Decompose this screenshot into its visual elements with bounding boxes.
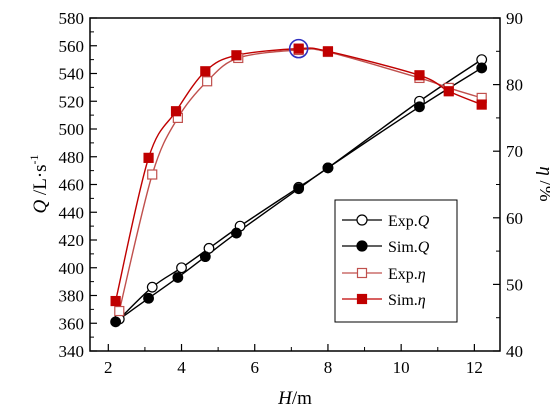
y-right-tick-label: 60 (506, 209, 523, 228)
x-tick-label: 12 (466, 358, 483, 377)
data-point-sim-q (110, 316, 122, 328)
data-point-sim-eta (443, 86, 454, 97)
series-line-sim-q (115, 67, 483, 323)
data-point-sim-eta (476, 99, 487, 110)
data-point-sim-eta (293, 43, 304, 54)
y-left-tick-label: 520 (59, 92, 85, 111)
data-point-sim-q (414, 101, 425, 113)
data-point-exp-q (176, 262, 187, 274)
legend: Exp.Q Sim.Q Exp.η Sim.η (334, 199, 458, 323)
data-point-sim-q (293, 183, 305, 195)
x-tick-label: 4 (177, 358, 186, 377)
legend-entry-sim-eta: Sim.η (342, 292, 426, 309)
data-point-sim-q (172, 272, 184, 283)
highlight-marker (288, 38, 309, 59)
y-left-tick-label: 380 (59, 287, 85, 306)
legend-entry-sim-q: Sim.Q (342, 239, 430, 256)
y-left-tick-label: 440 (59, 203, 85, 222)
y-right-tick-label: 50 (506, 275, 523, 294)
legend-entry-exp-eta: Exp.η (342, 266, 426, 283)
data-point-sim-q (143, 292, 154, 304)
y-right-tick-label: 40 (506, 342, 523, 361)
y-left-tick-label: 460 (59, 176, 85, 195)
data-point-sim-q (322, 162, 334, 174)
legend-marker-sim-eta (356, 293, 368, 305)
svg-text:Exp.η: Exp.η (388, 266, 426, 283)
y-left-tick-label: 560 (59, 37, 85, 56)
legend-marker-sim-q (356, 240, 368, 252)
tick-labels: 2 4 6 8 10 12 340 360 380 400 420 440 460 480 500 520 54… (59, 9, 524, 377)
data-point-exp-eta (202, 76, 213, 87)
data-point-sim-eta (170, 106, 182, 117)
data-point-sim-q (476, 62, 488, 74)
data-point-sim-eta (231, 50, 242, 61)
data-point-sim-eta (110, 295, 121, 307)
y-axis-label-right: η /% (535, 166, 550, 201)
y-left-tick-label: 420 (59, 231, 85, 250)
y-left-tick-label: 540 (59, 65, 85, 84)
y-left-tick-label: 400 (59, 259, 85, 278)
data-point-exp-eta (114, 305, 125, 317)
data-point-exp-eta (147, 169, 158, 180)
x-tick-label: 8 (324, 358, 333, 377)
data-point-sim-q (199, 251, 211, 263)
legend-marker-exp-eta (356, 267, 368, 279)
svg-text:Sim.η: Sim.η (388, 292, 426, 309)
y-left-tick-label: 360 (59, 314, 85, 333)
y-right-tick-label: 90 (506, 9, 523, 28)
x-tick-label: 2 (104, 358, 113, 377)
data-point-sim-eta (200, 66, 211, 77)
data-point-sim-q (231, 227, 242, 239)
legend-entry-exp-q: Exp.Q (342, 213, 430, 230)
y-left-tick-label: 480 (59, 148, 85, 167)
legend-marker-exp-q (356, 214, 368, 226)
svg-text:Exp.Q: Exp.Q (388, 213, 430, 230)
data-point-exp-q (146, 281, 158, 293)
series-line-exp-q (118, 59, 483, 320)
y-right-tick-label: 80 (506, 76, 523, 95)
x-tick-label: 6 (250, 358, 259, 377)
y-left-tick-label: 500 (59, 120, 85, 139)
series-markers (110, 43, 488, 328)
x-axis-label: H/m (277, 388, 312, 409)
x-tick-label: 10 (393, 358, 410, 377)
y-right-tick-label: 70 (506, 142, 523, 161)
data-point-sim-eta (322, 46, 334, 57)
y-axis-label-left: Q /L·s-1 (27, 154, 51, 213)
svg-text:Sim.Q: Sim.Q (388, 239, 430, 256)
plot-frame (89, 17, 501, 352)
peak-highlight-circle (288, 38, 309, 59)
y-left-tick-label: 340 (59, 342, 85, 361)
data-point-sim-eta (414, 70, 425, 81)
data-point-sim-eta (143, 152, 154, 163)
series-lines (114, 47, 483, 323)
y-left-tick-label: 580 (59, 9, 85, 28)
